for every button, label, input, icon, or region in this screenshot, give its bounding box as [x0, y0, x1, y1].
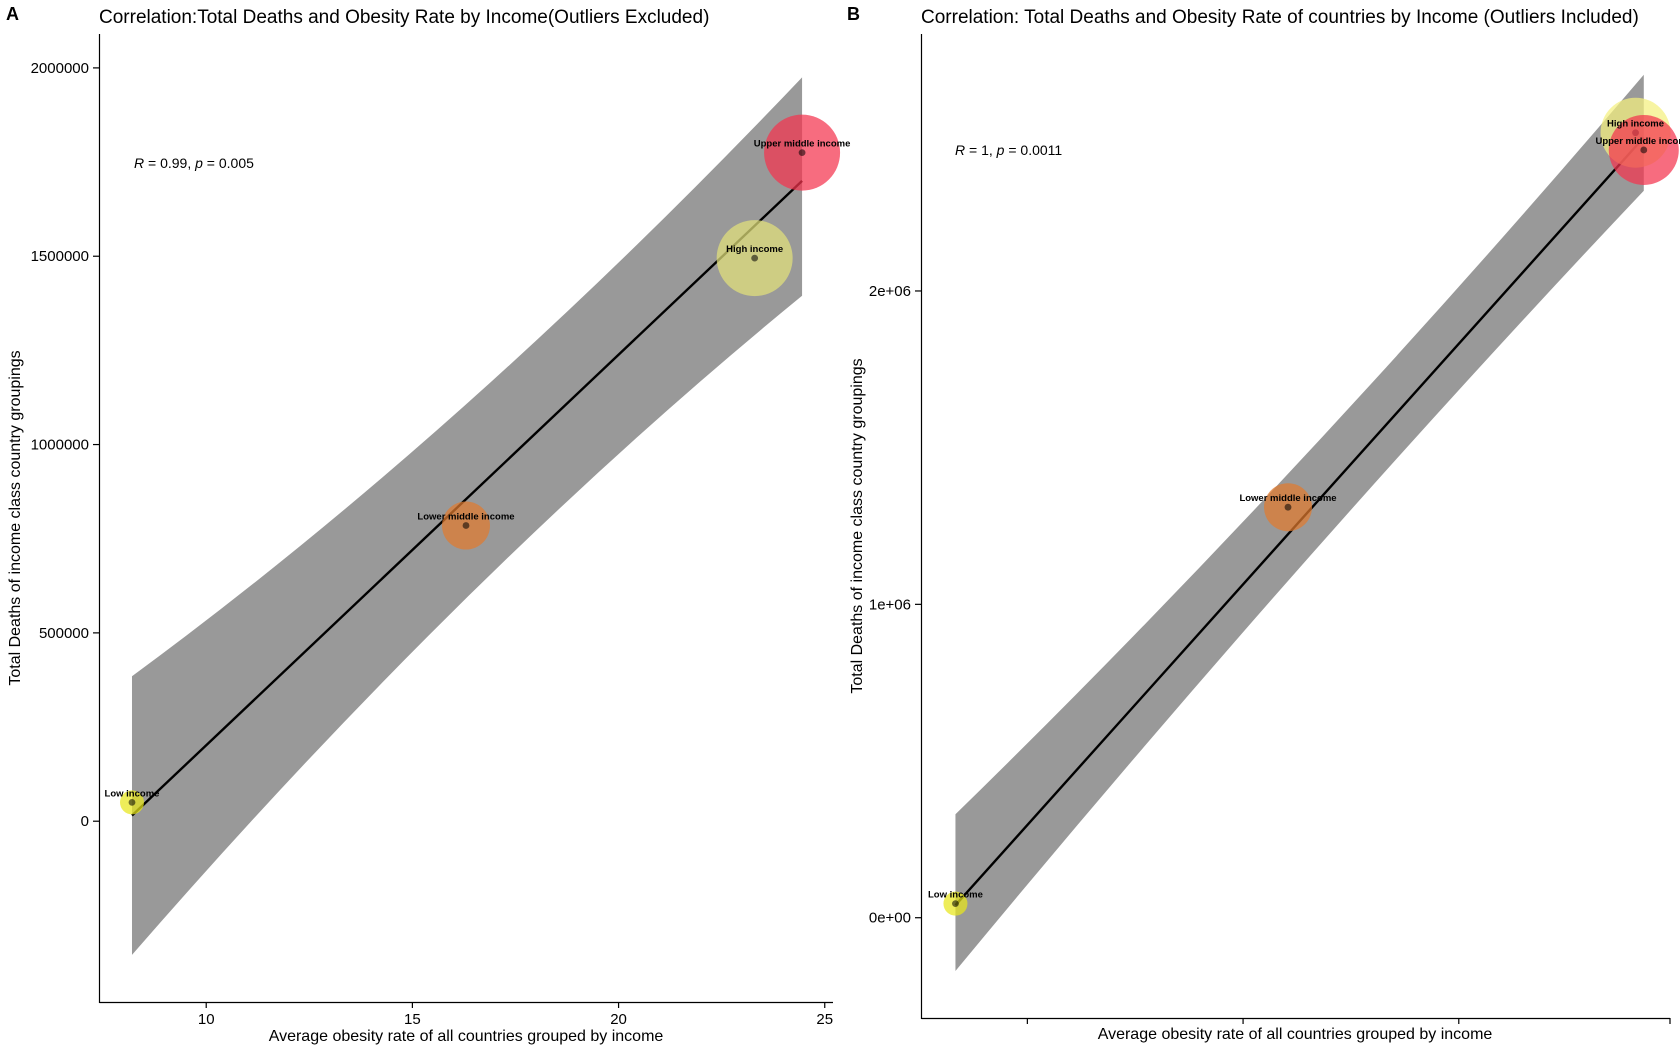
x-ticks-a: 10 15 20 25 — [198, 1002, 833, 1028]
x-tick-label: 10 — [198, 1011, 215, 1028]
y-tick-label: 0e+00 — [869, 910, 911, 927]
point-label: Low income — [105, 788, 160, 799]
y-tick-label: 1e+06 — [869, 596, 911, 613]
y-tick-label: 0 — [81, 813, 89, 830]
panel-tag-a: A — [6, 4, 19, 24]
panel-tag-b: B — [847, 4, 860, 24]
x-axis-title-b: Average obesity rate of all countries gr… — [1098, 1026, 1493, 1043]
data-point — [1284, 503, 1292, 511]
y-tick-label: 1000000 — [31, 437, 89, 454]
annotation-b: R = 1, p = 0.0011 — [955, 142, 1062, 158]
data-point — [952, 900, 959, 908]
points-a — [119, 114, 841, 815]
panel-a: A Correlation:Total Deaths and Obesity R… — [6, 4, 850, 1045]
point-labels-b: Low income Lower middle income High income… — [928, 119, 1680, 901]
data-point — [462, 522, 470, 529]
point-label: High income — [1607, 119, 1664, 130]
data-point — [751, 254, 759, 262]
point-label: Lower middle income — [1239, 493, 1336, 504]
y-ticks-b: 0e+00 1e+06 2e+06 — [869, 283, 921, 927]
point-label: High income — [726, 244, 783, 255]
panel-b: B Correlation: Total Deaths and Obesity … — [847, 4, 1680, 1043]
point-label: Lower middle income — [417, 512, 514, 523]
y-tick-label: 500000 — [39, 625, 89, 642]
annotation-r-value-b: = 1, — [965, 142, 997, 158]
y-tick-label: 2e+06 — [869, 283, 911, 300]
annotation-p-label-b: p — [996, 142, 1005, 158]
annotation-r-label-a: R — [134, 155, 144, 171]
x-tick-label: 20 — [610, 1011, 627, 1028]
data-point — [1640, 146, 1648, 154]
point-label: Low income — [928, 890, 983, 901]
x-tick-label: 25 — [816, 1011, 833, 1028]
annotation-r-value-a: = 0.99, — [144, 155, 195, 171]
y-axis-title-b: Total Deaths of income class country gro… — [849, 358, 866, 693]
y-tick-label: 1500000 — [31, 248, 89, 265]
y-ticks-a: 0 500000 1000000 1500000 2000000 — [31, 60, 99, 830]
annotation-p-value-b: = 0.0011 — [1004, 142, 1062, 158]
annotation-a: R = 0.99, p = 0.005 — [134, 155, 254, 171]
x-tick-label: 15 — [404, 1011, 421, 1028]
annotation-r-label-b: R — [955, 142, 965, 158]
chart-title-b: Correlation: Total Deaths and Obesity Ra… — [921, 7, 1639, 28]
points-b — [943, 97, 1679, 916]
regression-line — [131, 180, 803, 817]
y-tick-label: 2000000 — [31, 60, 89, 77]
chart-title-a: Correlation:Total Deaths and Obesity Rat… — [99, 7, 709, 28]
annotation-p-label-a: p — [194, 155, 203, 171]
data-point — [798, 149, 806, 157]
x-axis-title-a: Average obesity rate of all countries gr… — [269, 1028, 664, 1045]
data-point — [128, 798, 136, 806]
point-label: Upper middle income — [1595, 136, 1680, 147]
x-ticks-b — [1026, 1018, 1671, 1024]
y-axis-title-a: Total Deaths of income class country gro… — [7, 350, 24, 685]
annotation-p-value-a: = 0.005 — [203, 155, 254, 171]
fit-line-a — [131, 180, 803, 817]
point-label: Upper middle income — [754, 139, 851, 150]
point-labels-a: Low income Lower middle income High income… — [105, 139, 851, 800]
